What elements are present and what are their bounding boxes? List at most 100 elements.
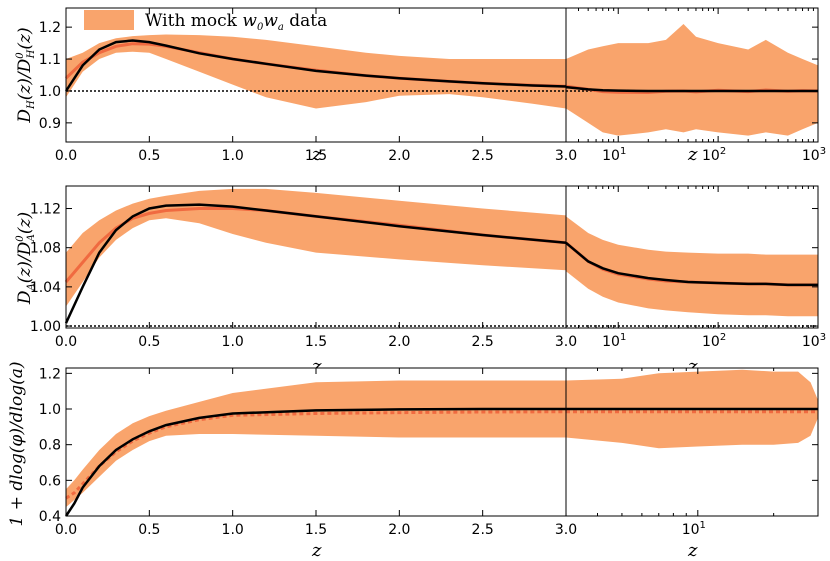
x-tick-label: 1.0 xyxy=(222,522,244,538)
y-tick-label: 1.0 xyxy=(39,402,61,418)
panel-growth: 0.4 0.6 0.8 1.0 1.2 0.0 0.5 1.0 1.5 2.0 2.5 3.0 10 1 … xyxy=(7,361,819,561)
panel-growth-ticks: 0.4 0.6 0.8 1.0 1.2 0.0 0.5 1.0 1.5 2.0 2.5 3.0 101 xyxy=(39,366,818,538)
legend: With mock w0wa data xyxy=(84,10,327,33)
x-tick-label: 0.5 xyxy=(138,334,160,350)
panel-da-ticks: 1.001.041.081.120.0 0.5 1.0 1.5 2.0 2.5 3.0 101… xyxy=(30,186,826,350)
confidence-band xyxy=(566,216,818,317)
ylabel-part: D xyxy=(15,290,35,305)
x-tick-label: 0.0 xyxy=(55,148,77,164)
x-tick-label: 0.5 xyxy=(138,522,160,538)
legend-part: w xyxy=(263,11,278,31)
x-tick-label: 2.0 xyxy=(388,522,410,538)
x-tick-label: 2.5 xyxy=(472,148,494,164)
y-tick-label: 0.4 xyxy=(39,509,61,525)
y-tick-label: 1.1 xyxy=(39,52,61,68)
x-tick-exponent: 3 xyxy=(820,332,826,343)
panel-growth-ylabel: 1 + dlog(φ)/dlog(a) xyxy=(7,361,27,526)
ylabel-part: (z)/D xyxy=(15,58,35,100)
x-tick-label: 102 xyxy=(702,332,726,350)
ylabel-part: 0 xyxy=(15,235,26,242)
model-line xyxy=(64,407,566,517)
model-line xyxy=(64,39,567,92)
y-tick-label: 1.04 xyxy=(30,280,61,296)
ylabel-part: (z)/D xyxy=(15,241,35,283)
x-tick-exponent: 2 xyxy=(720,332,726,343)
y-tick-label: 1.2 xyxy=(39,20,61,36)
panel-dh-xlabel-log: z xyxy=(687,144,698,165)
model-line xyxy=(565,241,818,287)
x-tick-exponent: 1 xyxy=(700,520,706,531)
confidence-band xyxy=(566,24,818,136)
panel-da-log-band xyxy=(566,216,818,317)
x-tick-label: 3.0 xyxy=(555,148,577,164)
x-tick-label: 103 xyxy=(802,146,826,164)
x-tick-label: 3.0 xyxy=(555,522,577,538)
ylabel-part: D xyxy=(15,109,35,124)
panel-growth-xlabel-log: z xyxy=(687,540,698,561)
y-tick-label: 0.8 xyxy=(39,438,61,454)
ylabel-part: A xyxy=(26,234,37,242)
x-tick-exponent: 3 xyxy=(820,146,826,157)
panel-da-ylabel: DA(z)/D0A(z) xyxy=(15,212,37,305)
x-tick-label: 3.0 xyxy=(555,334,577,350)
y-tick-label: 1.08 xyxy=(30,241,61,257)
mock-data-line xyxy=(65,410,567,500)
x-tick-label: 1.0 xyxy=(222,334,244,350)
panel-da-linear-band xyxy=(66,188,566,307)
legend-part: a xyxy=(278,22,284,33)
ylabel-part: H xyxy=(26,100,37,110)
model-line xyxy=(64,203,567,324)
x-tick-label: 101 xyxy=(682,520,706,538)
x-tick-label: 1.5 xyxy=(305,148,327,164)
confidence-band xyxy=(66,188,566,307)
x-tick-label: 2.5 xyxy=(472,522,494,538)
x-tick-exponent: 1 xyxy=(620,146,626,157)
y-tick-label: 0.9 xyxy=(39,116,61,132)
x-tick-exponent: 2 xyxy=(720,146,726,157)
x-tick-base: 10 xyxy=(702,334,720,350)
y-tick-label: 1.2 xyxy=(39,366,61,382)
x-tick-base: 10 xyxy=(802,334,820,350)
legend-part: w xyxy=(242,11,257,31)
y-tick-label: 1.00 xyxy=(30,319,61,335)
panel-da-frame xyxy=(65,185,819,329)
ylabel-part: (z) xyxy=(15,27,35,49)
y-tick-label: 1.0 xyxy=(39,84,61,100)
x-tick-base: 10 xyxy=(682,522,700,538)
y-tick-label: 0.6 xyxy=(39,473,61,489)
x-tick-label: 101 xyxy=(602,146,626,164)
legend-part: data xyxy=(284,11,327,31)
legend-label: With mock w0wa data xyxy=(145,11,327,33)
panel-dh: 0.91.01.11.20.0 0.5 1.0 1.5 2.0 2.5 3.0 101 102 1… xyxy=(15,7,826,165)
panel-dh-ylabel: DH(z)/D0H(z) xyxy=(15,27,37,123)
model-line xyxy=(565,85,818,93)
x-tick-label: 1.0 xyxy=(222,148,244,164)
ylabel-part: A xyxy=(26,283,37,291)
x-tick-label: 2.0 xyxy=(388,148,410,164)
x-tick-label: 2.0 xyxy=(388,334,410,350)
x-tick-label: 1.5 xyxy=(305,522,327,538)
panel-dh-xlabel-linear: z xyxy=(311,144,322,165)
panel-dh-ticks: 0.91.01.11.20.0 0.5 1.0 1.5 2.0 2.5 3.0 101 102 1… xyxy=(39,8,826,164)
x-tick-exponent: 1 xyxy=(620,332,626,343)
legend-part: 0 xyxy=(257,22,264,33)
ylabel-part: H xyxy=(26,49,37,59)
x-tick-label: 0.0 xyxy=(55,334,77,350)
panel-dh-frame xyxy=(65,7,819,143)
ylabel-part: (z) xyxy=(15,212,35,234)
legend-part: With mock xyxy=(145,11,242,31)
x-tick-label: 101 xyxy=(602,332,626,350)
x-tick-base: 10 xyxy=(802,148,820,164)
panel-da: 1.001.041.081.120.0 0.5 1.0 1.5 2.0 2.5 3.0 101… xyxy=(15,185,826,377)
x-tick-base: 10 xyxy=(602,334,620,350)
x-tick-label: 0.0 xyxy=(55,522,77,538)
x-tick-label: 102 xyxy=(702,146,726,164)
panel-growth-xlabel-linear: z xyxy=(311,540,322,561)
x-tick-base: 10 xyxy=(702,148,720,164)
panel-da-xlabel-linear: z xyxy=(311,356,322,377)
panel-da-xlabel-log: z xyxy=(687,356,698,377)
x-tick-label: 1.5 xyxy=(305,334,327,350)
legend-swatch xyxy=(84,10,134,30)
ylabel-part: 0 xyxy=(15,52,26,59)
